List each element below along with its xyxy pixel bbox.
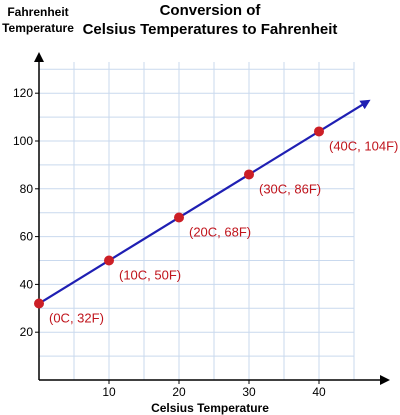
data-points (34, 126, 324, 309)
y-tick-label-20: 20 (20, 325, 34, 339)
data-label-10: (10C, 50F) (119, 268, 181, 283)
y-axis-label-line-1: Fahrenheit (7, 5, 68, 19)
data-point-40 (314, 126, 324, 137)
chart-title-line-2: Celsius Temperatures to Fahrenheit (83, 21, 338, 38)
x-tick-label-20: 20 (172, 385, 186, 399)
y-tick-label-100: 100 (13, 134, 33, 148)
data-label-20: (20C, 68F) (189, 224, 251, 239)
chart-title-line-1: Conversion of (160, 2, 262, 19)
data-point-10 (104, 255, 114, 266)
y-tick-label-40: 40 (20, 277, 34, 291)
axes (34, 52, 390, 385)
point-labels: (0C, 32F) (10C, 50F) (20C, 68F) (30C, 86F) (… (49, 138, 398, 325)
data-label-30: (30C, 86F) (259, 181, 321, 196)
data-label-0: (0C, 32F) (49, 311, 104, 326)
x-tick-label-10: 10 (102, 385, 116, 399)
y-tick-label-120: 120 (13, 86, 33, 100)
data-point-20 (174, 212, 184, 223)
x-tick-label-30: 30 (242, 385, 256, 399)
series-line (38, 99, 371, 305)
data-label-40: (40C, 104F) (329, 138, 398, 153)
x-axis-label: Celsius Temperature (151, 401, 269, 415)
x-tick-label-40: 40 (312, 385, 326, 399)
data-point-30 (244, 169, 254, 180)
y-tick-label-80: 80 (20, 182, 34, 196)
y-tick-label-60: 60 (20, 230, 34, 244)
conversion-line (38, 99, 371, 305)
grid-lines (39, 62, 355, 380)
data-point-0 (34, 298, 44, 309)
y-axis-label-line-2: Temperature (2, 21, 74, 35)
tick-labels: 10 20 30 40 20 40 60 80 100 120 (13, 86, 326, 399)
